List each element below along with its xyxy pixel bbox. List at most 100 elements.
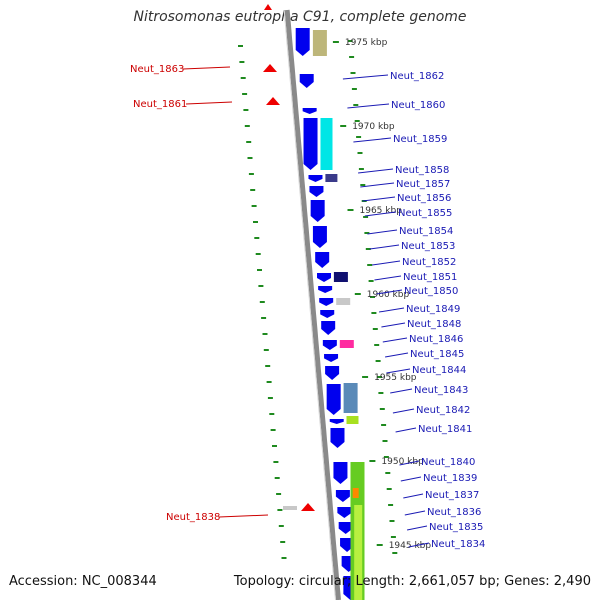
scale-label: 1960 kbp	[367, 290, 410, 300]
label-leader-line	[382, 337, 408, 343]
gc-skew-mark	[258, 285, 264, 287]
forward-gene-arrow	[338, 522, 353, 534]
label-leader-line	[369, 244, 400, 250]
gc-skew-mark	[356, 136, 362, 138]
label-leader-line	[403, 493, 424, 499]
forward-gene-arrow	[321, 321, 336, 335]
gc-skew-mark	[374, 344, 380, 346]
label-leader-line	[360, 182, 395, 188]
reverse-genes	[263, 64, 315, 511]
label-leader-line	[385, 352, 409, 358]
gene-label: Neut_1853	[401, 241, 455, 252]
genome-backbone	[284, 9, 341, 600]
cog-block	[343, 383, 358, 413]
gc-skew-mark	[269, 413, 275, 415]
gc-skew-mark	[247, 157, 253, 159]
scale-tick	[362, 376, 369, 378]
gc-skew-mark	[250, 189, 256, 191]
label-leader-line	[218, 514, 269, 518]
gc-skew-mark	[277, 509, 283, 511]
gene-label: Neut_1840	[421, 457, 475, 468]
cog-block	[320, 118, 333, 170]
gene-label: Neut_1862	[390, 71, 444, 82]
gc-skew-mark	[378, 392, 384, 394]
cog-block	[333, 272, 348, 282]
gc-skew-mark	[278, 525, 284, 527]
gc-skew-mark	[239, 61, 245, 63]
reverse-gene-arrow	[266, 97, 280, 105]
gc-skew-mark	[351, 88, 357, 90]
forward-gene-arrow	[308, 175, 323, 182]
cog-block	[325, 174, 338, 182]
label-leader-line	[400, 476, 422, 482]
forward-gene-arrow	[324, 354, 339, 362]
forward-genes	[295, 28, 358, 600]
label-leader-line	[353, 137, 392, 143]
gc-skew-mark	[261, 317, 267, 319]
forward-gene-arrow	[319, 298, 334, 306]
gene-label: Neut_1839	[423, 473, 477, 484]
forward-gene-arrow	[309, 186, 324, 197]
gc-skew-mark	[254, 237, 260, 239]
forward-gene-arrow	[303, 118, 318, 170]
label-leader-line	[399, 460, 420, 466]
gc-skew-mark	[273, 461, 279, 463]
gene-label: Neut_1860	[391, 100, 445, 111]
forward-gene-arrow	[325, 366, 340, 380]
gc-skew-mark	[240, 77, 246, 79]
gc-skew-mark	[259, 301, 265, 303]
forward-gene-arrow	[337, 507, 352, 518]
gc-skew-mark	[375, 360, 381, 362]
gc-skew-mark	[392, 552, 398, 554]
gene-label: Neut_1834	[431, 539, 485, 550]
forward-gene-arrow	[335, 490, 350, 502]
gene-label: Neut_1848	[407, 319, 461, 330]
label-leader-line	[404, 510, 426, 516]
gc-skew-mark	[242, 93, 248, 95]
forward-gene-arrow	[318, 286, 333, 293]
gc-skew-track	[238, 40, 398, 559]
gc-skew-mark	[389, 520, 395, 522]
label-leader-line	[374, 275, 402, 281]
gc-skew-mark	[248, 173, 254, 175]
gc-skew-mark	[246, 141, 252, 143]
gc-skew-mark	[381, 424, 387, 426]
forward-gene-arrow	[310, 200, 325, 222]
map-title: Nitrosomonas eutropha C91, complete geno…	[133, 9, 467, 25]
scale-tick	[354, 293, 361, 295]
label-leader-line	[367, 229, 398, 235]
gc-skew-mark	[363, 216, 369, 218]
gc-skew-mark	[263, 349, 269, 351]
gc-skew-mark	[272, 445, 277, 447]
label-leader-line	[381, 322, 406, 328]
scale-tick	[369, 460, 376, 462]
accession-text: Accession: NC_008344	[9, 574, 157, 589]
gc-skew-mark	[243, 109, 249, 111]
gene-label: Neut_1844	[412, 365, 466, 376]
gc-skew-mark	[365, 248, 371, 250]
gc-skew-mark	[244, 125, 250, 127]
gene-label: Neut_1849	[406, 304, 460, 315]
scale-label: 1965 kbp	[360, 206, 403, 216]
gene-label: Neut_1854	[399, 226, 453, 237]
gc-skew-mark	[377, 376, 382, 378]
gene-label: Neut_1845	[410, 349, 464, 360]
gc-skew-mark	[354, 120, 360, 122]
gc-skew-mark	[266, 381, 272, 383]
forward-gene-arrow	[295, 28, 310, 56]
cog-block	[312, 30, 327, 56]
label-leader-line	[182, 66, 231, 70]
scale-tick	[376, 544, 383, 546]
gc-skew-mark	[267, 397, 273, 399]
cog-blocks	[312, 30, 365, 600]
gc-skew-mark	[360, 184, 366, 186]
label-leader-line	[372, 260, 401, 266]
gene-label: Neut_1836	[427, 507, 481, 518]
gene-label: Neut_1843	[414, 385, 468, 396]
gene-label: Neut_1857	[396, 179, 450, 190]
gc-skew-mark	[372, 328, 378, 330]
gene-label: Neut_1841	[418, 424, 472, 435]
gc-skew-mark	[371, 312, 377, 314]
gc-skew-mark	[349, 56, 355, 58]
